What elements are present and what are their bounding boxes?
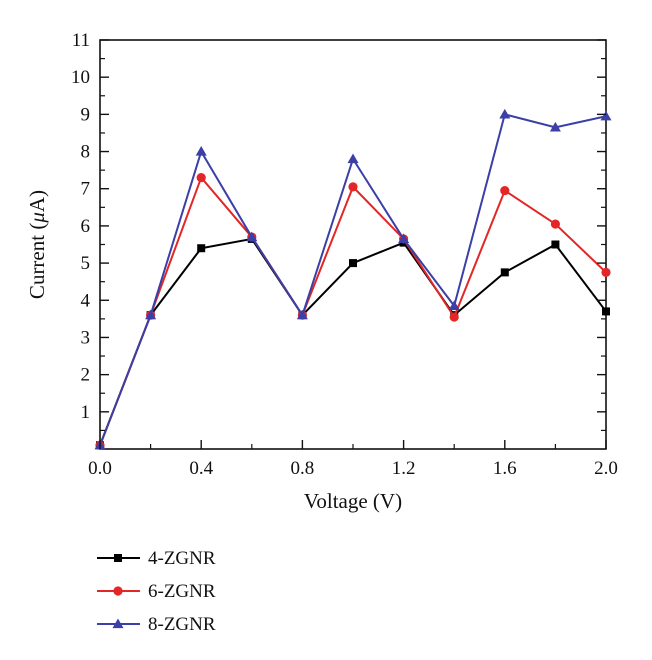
legend-label: 6-ZGNR [148, 581, 216, 602]
legend-item: 4-ZGNR [97, 548, 216, 569]
y-tick-label: 2 [81, 365, 91, 386]
y-tick-label: 8 [81, 142, 91, 163]
x-axis-label: Voltage (V) [304, 489, 402, 513]
data-point [550, 219, 561, 229]
y-tick-label: 1 [81, 402, 91, 423]
legend-marker [112, 618, 124, 629]
series-line [99, 176, 607, 446]
series-group [94, 108, 612, 450]
data-point [195, 146, 207, 156]
series-line [99, 113, 607, 446]
legend-item: 8-ZGNR [97, 614, 216, 635]
x-tick-label: 1.6 [493, 458, 517, 479]
data-point [246, 231, 258, 242]
y-tick-label: 5 [81, 253, 91, 274]
y-axis-label-suffix: A) [25, 190, 49, 212]
legend-marker [113, 586, 123, 596]
y-tick-label: 10 [71, 67, 90, 88]
x-tick-label: 0.8 [291, 458, 315, 479]
data-point [601, 267, 611, 277]
data-point [348, 182, 358, 192]
series-line [99, 237, 607, 446]
legend-label: 8-ZGNR [148, 614, 216, 635]
plot-area: 0.0 0.4 0.8 1.2 1.6 2.0 1 2 3 4 5 6 7 8 9 10 11 [71, 30, 618, 479]
x-axis-ticks: 0.0 0.4 0.8 1.2 1.6 2.0 [88, 440, 618, 479]
y-axis-label-unit-symbol: μ [25, 212, 49, 224]
data-point [145, 309, 157, 320]
y-tick-label: 7 [81, 179, 91, 200]
y-axis-ticks: 1 2 3 4 5 6 7 8 9 10 11 [71, 30, 606, 432]
data-point [551, 240, 560, 249]
x-tick-label: 0.0 [88, 458, 112, 479]
y-axis-label: Current (μA) [25, 190, 49, 299]
data-point [347, 153, 359, 164]
data-point [449, 312, 459, 322]
series-6-ZGNR [95, 172, 611, 450]
data-point [500, 268, 509, 277]
y-axis-label-prefix: Current ( [25, 223, 49, 299]
data-point [349, 259, 357, 268]
y-tick-label: 4 [81, 290, 91, 311]
data-point [500, 185, 510, 196]
y-tick-label: 3 [81, 327, 91, 348]
x-tick-label: 1.2 [392, 458, 416, 479]
y-tick-label: 6 [81, 216, 91, 237]
data-point [398, 233, 410, 244]
y-tick-label: 11 [72, 30, 90, 51]
data-point [197, 244, 206, 253]
data-point [602, 307, 610, 316]
data-point [600, 110, 612, 121]
legend: 4-ZGNR 6-ZGNR 8-ZGNR [97, 548, 216, 635]
data-point [196, 172, 206, 183]
legend-item: 6-ZGNR [97, 581, 216, 602]
y-tick-label: 9 [81, 104, 91, 125]
x-tick-label: 0.4 [189, 458, 213, 479]
data-point [499, 108, 511, 119]
series-4-ZGNR [96, 234, 610, 450]
data-point [296, 309, 308, 320]
data-point [549, 121, 561, 132]
data-point [448, 300, 460, 310]
legend-label: 4-ZGNR [148, 548, 216, 569]
legend-marker [114, 554, 122, 562]
series-8-ZGNR [94, 108, 612, 450]
x-tick-label: 2.0 [594, 458, 618, 479]
